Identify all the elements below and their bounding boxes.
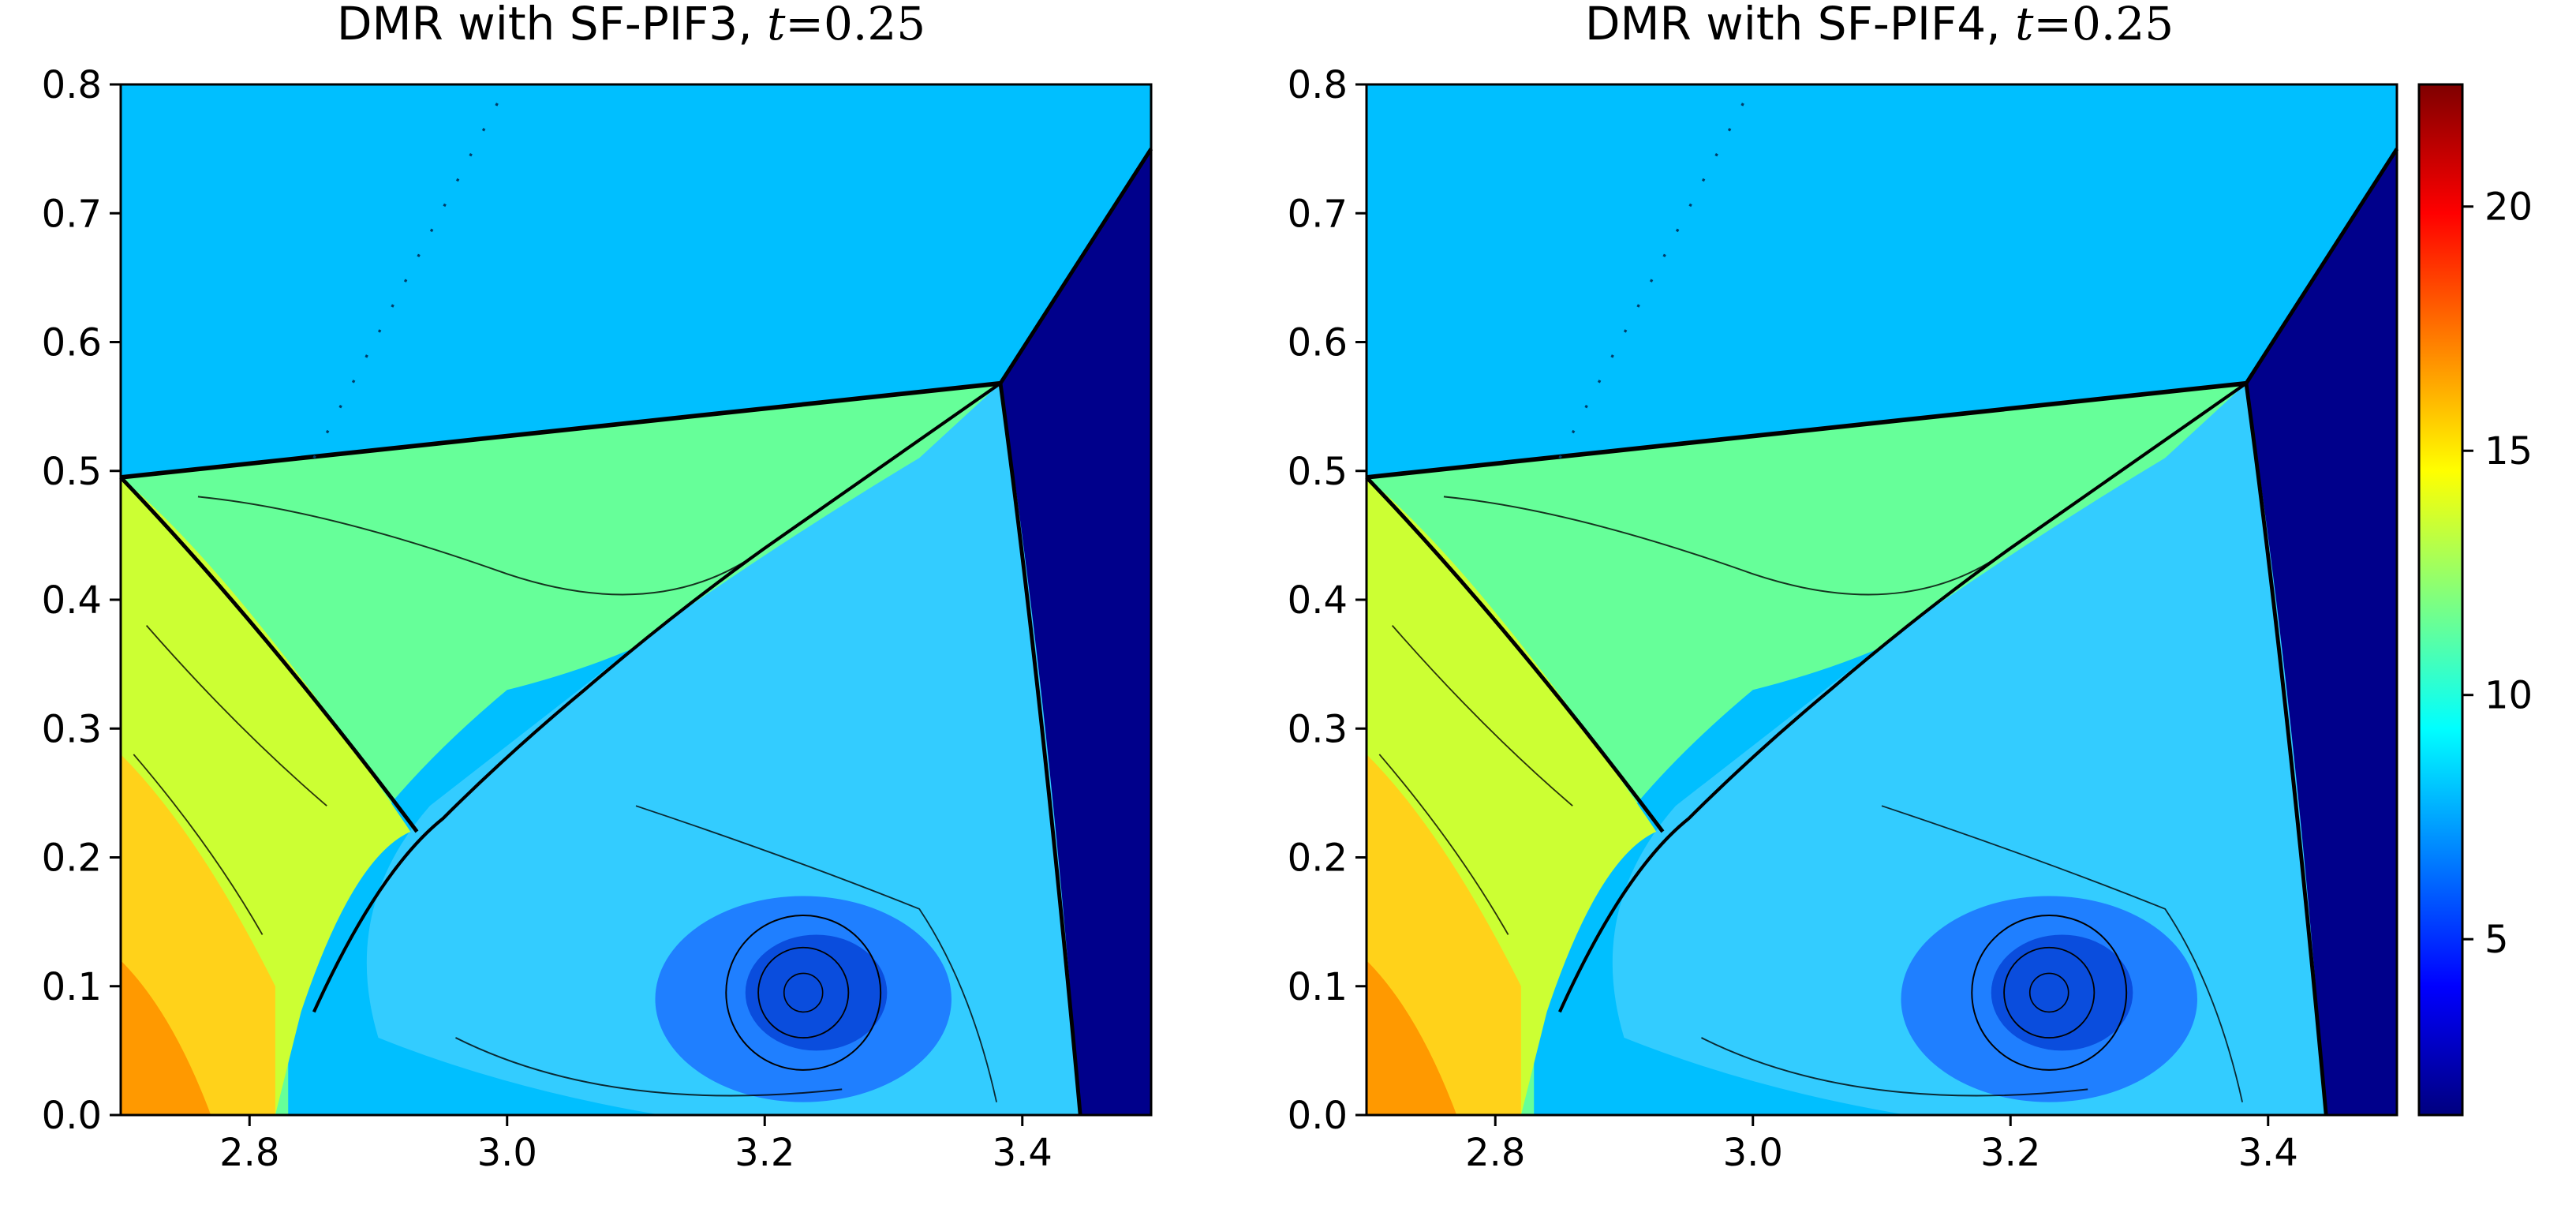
y-tick-label: 0.8 [42,63,102,107]
panel-title-eq: =0.25 [785,0,925,51]
y-tick-label: 0.2 [42,836,102,881]
y-axis: 0.0 0.1 0.2 0.3 0.4 0.5 0.6 0.7 0.8 [42,63,121,1138]
panel-title-main: DMR with SF-PIF3, [337,0,767,51]
x-tick-label: 3.2 [735,1131,794,1175]
y-tick-label: 0.8 [1288,63,1348,107]
y-tick-label: 0.3 [1288,707,1348,751]
x-tick-label: 2.8 [219,1131,279,1175]
y-tick-label: 0.2 [1288,836,1348,881]
y-tick-label: 0.0 [1288,1094,1348,1138]
x-axis: 2.8 3.0 3.2 3.4 [219,1115,1052,1175]
right-panel: DMR with SF-PIF4, t=0.25 2.8 3.0 3.2 3.4 0.… [1288,0,2397,1175]
panel-title: DMR with SF-PIF4, t=0.25 [1585,0,2174,51]
y-tick-label: 0.5 [1288,450,1348,494]
y-axis: 0.0 0.1 0.2 0.3 0.4 0.5 0.6 0.7 0.8 [1288,63,1367,1138]
flow-field-plot [121,84,1151,1115]
panel-title-eq: =0.25 [2033,0,2174,51]
y-tick-label: 0.4 [1288,578,1348,623]
panel-title-var: t [767,0,786,51]
colorbar-fill [2419,84,2462,1115]
y-tick-label: 0.6 [42,321,102,365]
colorbar-ticks: 5 10 15 20 [2462,185,2533,962]
y-tick-label: 0.5 [42,450,102,494]
x-tick-label: 3.0 [477,1131,537,1175]
colorbar-frame [2417,83,2464,1117]
x-tick-label: 3.0 [1723,1131,1783,1175]
y-tick-label: 0.1 [42,965,102,1009]
colorbar-tick-label: 5 [2484,918,2509,962]
colorbar-tick-label: 20 [2484,185,2533,230]
y-tick-label: 0.1 [1288,965,1348,1009]
y-tick-label: 0.3 [42,707,102,751]
y-tick-label: 0.0 [42,1094,102,1138]
y-tick-label: 0.6 [1288,321,1348,365]
colorbar-tick-label: 15 [2484,429,2533,473]
colorbar: 5 10 15 20 [2417,83,2533,1117]
x-tick-label: 3.4 [2238,1131,2298,1175]
flow-field-plot [1367,84,2397,1115]
panel-title-main: DMR with SF-PIF4, [1585,0,2015,51]
left-panel: DMR with SF-PIF3, t=0.25 2.8 3.0 3.2 3.4 0.… [42,0,1151,1175]
x-tick-label: 3.4 [993,1131,1052,1175]
y-tick-label: 0.4 [42,578,102,623]
x-axis: 2.8 3.0 3.2 3.4 [1465,1115,2298,1175]
x-tick-label: 2.8 [1465,1131,1525,1175]
x-tick-label: 3.2 [1980,1131,2040,1175]
panel-title: DMR with SF-PIF3, t=0.25 [337,0,925,51]
y-tick-label: 0.7 [42,192,102,236]
y-tick-label: 0.7 [1288,192,1348,236]
panel-title-var: t [2015,0,2034,51]
colorbar-tick-label: 10 [2484,674,2533,718]
